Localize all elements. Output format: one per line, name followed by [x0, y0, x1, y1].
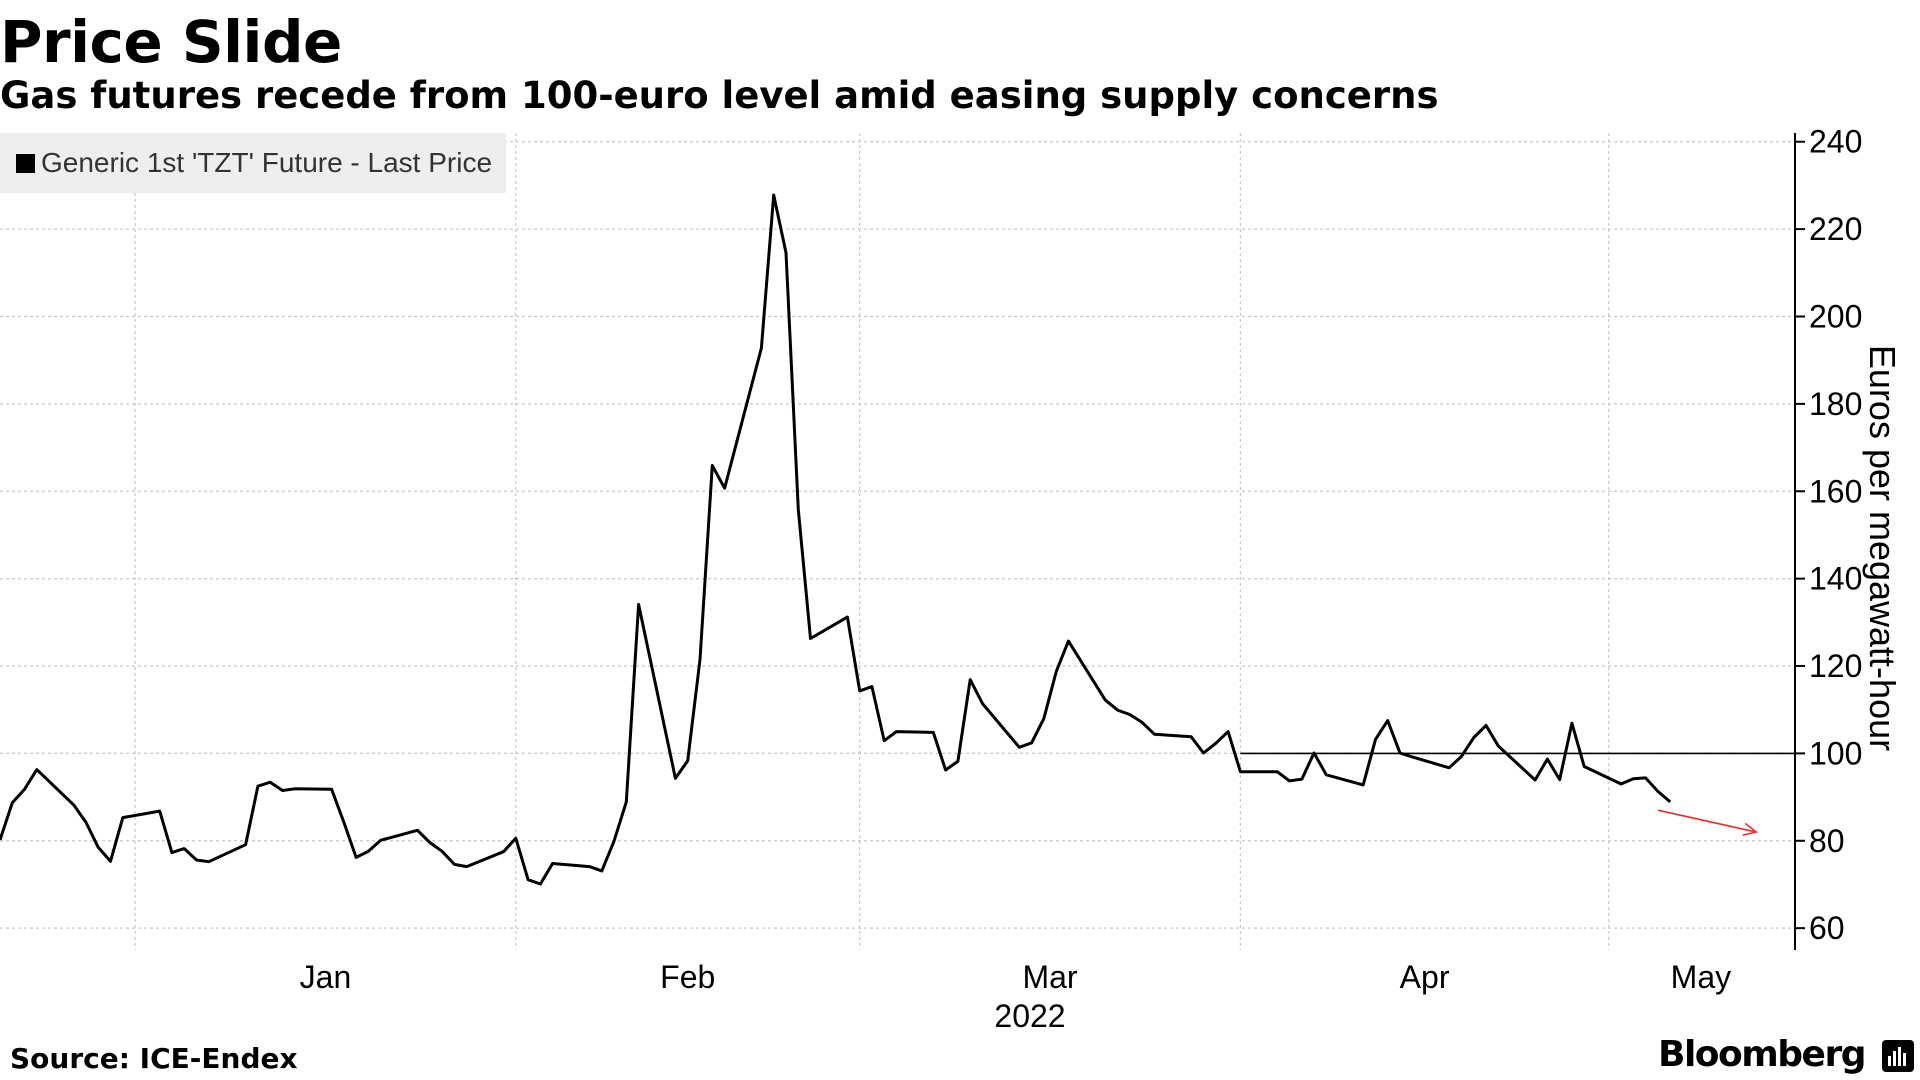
x-year-label: 2022: [994, 998, 1065, 1034]
annotation-layer: [1657, 809, 1758, 837]
y-tick-label: 140: [1809, 561, 1862, 597]
legend-label: Generic 1st 'TZT' Future - Last Price: [41, 147, 493, 178]
y-tick-label: 100: [1809, 735, 1862, 771]
bloomberg-chart-icon[interactable]: [1882, 1040, 1914, 1072]
x-axis: Jan Feb Mar Apr May 2022: [300, 959, 1731, 1034]
y-tick-label: 60: [1809, 910, 1845, 946]
y-axis-label: Euros per megawatt-hour: [1862, 345, 1903, 751]
x-tick-label: May: [1671, 959, 1731, 995]
y-tick-label: 80: [1809, 823, 1845, 859]
x-tick-label: Feb: [660, 959, 715, 995]
x-tick-label: Mar: [1022, 959, 1077, 995]
series-layer: [0, 193, 1672, 886]
x-tick-label: Apr: [1400, 959, 1450, 995]
legend-swatch: [16, 153, 35, 173]
red-down-arrow: [1657, 809, 1757, 833]
red-arrow-head: [1742, 822, 1758, 837]
chart-title: Price Slide: [0, 8, 342, 76]
y-tick-label: 240: [1809, 124, 1862, 160]
y-axis: 60 80 100 120 140 160 180 200 220 240: [1794, 124, 1862, 950]
y-tick-label: 200: [1809, 298, 1862, 334]
legend[interactable]: Generic 1st 'TZT' Future - Last Price: [0, 133, 507, 193]
y-tick-label: 180: [1809, 386, 1862, 422]
x-tick-label: Jan: [300, 959, 352, 995]
source-note: Source: ICE-Endex: [10, 1042, 298, 1075]
y-tick-label: 160: [1809, 473, 1862, 509]
y-tick-label: 120: [1809, 648, 1862, 684]
chart-subtitle: Gas futures recede from 100-euro level a…: [0, 74, 1439, 117]
y-tick-label: 220: [1809, 211, 1862, 247]
bloomberg-logo[interactable]: Bloomberg: [1658, 1034, 1866, 1075]
grid-layer: [0, 133, 1795, 950]
series-line: [0, 193, 1672, 886]
